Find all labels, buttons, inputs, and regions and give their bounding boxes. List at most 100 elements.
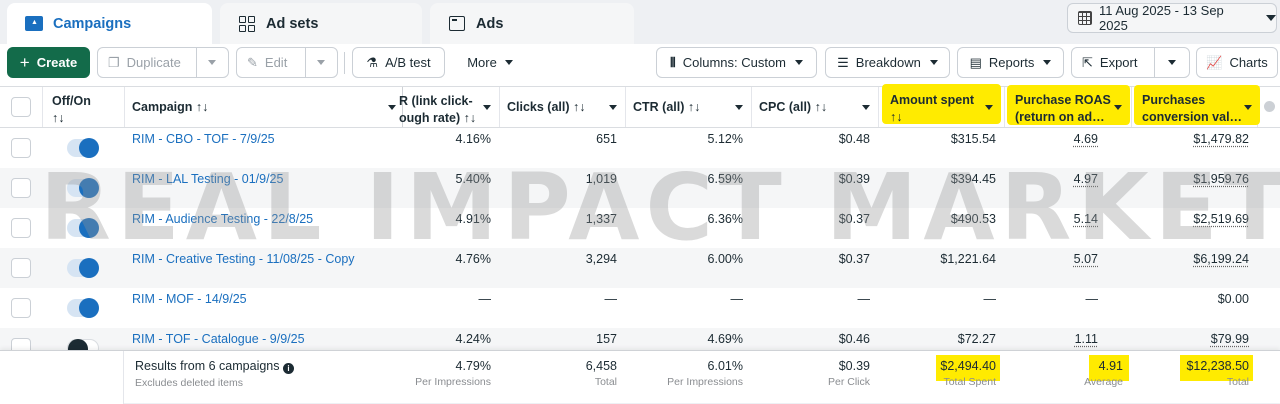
column-header-purchases-conversion-value[interactable]: Purchases conversion val… [1134,85,1260,125]
chevron-down-icon [929,60,938,65]
duplicate-button[interactable]: ❐ Duplicate [97,47,229,78]
create-button[interactable]: + Create [7,47,90,78]
column-menu-icon[interactable] [985,105,993,110]
ctr-link-value: 4.91% [455,212,491,226]
campaign-name-link[interactable]: RIM - Audience Testing - 22/8/25 [132,212,314,226]
row-checkbox[interactable] [11,178,31,198]
flask-icon: ⚗ [366,54,379,70]
campaign-name-link[interactable]: RIM - TOF - Catalogue - 9/9/25 [132,332,305,346]
amount-spent-value: $72.27 [957,332,996,346]
tab-label: Campaigns [53,15,132,32]
tab-campaigns[interactable]: Campaigns [7,3,212,44]
clicks-value: 1,337 [585,212,617,226]
campaign-name-link[interactable]: RIM - Creative Testing - 11/08/25 - Copy [132,252,355,266]
charts-button[interactable]: 📈 Charts [1196,47,1278,78]
table-row[interactable]: RIM - CBO - TOF - 7/9/25 4.16% 651 5.12%… [0,128,1280,168]
table-row[interactable]: RIM - TOF - Catalogue - 9/9/25 4.24% 157… [0,328,1280,350]
conversion-value[interactable]: $6,199.24 [1131,248,1257,288]
column-header-cpc[interactable]: CPC (all) ↑↓ [751,87,878,127]
clicks-value: 1,019 [585,172,617,186]
campaign-toggle[interactable] [67,298,99,318]
conversion-value[interactable]: $2,519.69 [1131,208,1257,248]
campaign-name-link[interactable]: RIM - CBO - TOF - 7/9/25 [132,132,275,146]
total-value: $0.39 [838,359,870,373]
conversion-value[interactable]: $1,959.76 [1131,168,1257,208]
total-label: Average [1084,376,1123,388]
column-menu-icon[interactable] [735,105,743,110]
table-row[interactable]: RIM - Creative Testing - 11/08/25 - Copy… [0,248,1280,288]
edit-dropdown-icon[interactable] [317,60,325,65]
chevron-down-icon [795,60,804,65]
column-header-campaign[interactable]: Campaign ↑↓ [124,87,402,127]
campaign-name-link[interactable]: RIM - MOF - 14/9/25 [132,292,247,306]
campaign-toggle[interactable] [67,138,99,158]
campaign-toggle[interactable] [67,218,99,238]
table-row[interactable]: RIM - MOF - 14/9/25 — — — — — — $0.00 [0,288,1280,328]
roas-value[interactable]: 1.11 [1004,328,1131,350]
campaign-toggle[interactable] [67,178,99,198]
duplicate-dropdown-icon[interactable] [208,60,216,65]
roas-text: 4.97 [1073,172,1098,186]
sort-icon: ↑↓ [195,100,209,114]
campaign-toggle[interactable] [67,339,99,350]
select-all-checkbox[interactable] [11,97,31,117]
more-label: More [467,55,497,70]
cpc-value: $0.37 [838,252,870,266]
tab-ad-sets[interactable]: Ad sets [220,3,422,44]
clicks-value: 651 [596,132,617,146]
info-icon[interactable]: i [283,363,294,374]
total-label: Total [1226,376,1249,388]
table-row[interactable]: RIM - LAL Testing - 01/9/25 5.40% 1,019 … [0,168,1280,208]
tab-ads[interactable]: Ads [430,3,634,44]
total-ctr-link: 4.79% Per Impressions [402,351,499,403]
conversion-value[interactable]: $1,479.82 [1131,128,1257,168]
row-checkbox[interactable] [11,138,31,158]
column-menu-icon[interactable] [609,105,617,110]
export-button[interactable]: ⇱ Export [1071,47,1190,78]
ab-test-button[interactable]: ⚗ A/B test [352,47,445,78]
breakdown-button[interactable]: ☰ Breakdown [825,47,950,78]
tab-label: Ad sets [266,15,319,32]
roas-value[interactable]: 4.69 [1004,128,1131,168]
column-menu-icon[interactable] [862,105,870,110]
adsets-grid-icon [238,15,256,32]
row-checkbox[interactable] [11,218,31,238]
add-column-icon[interactable] [1264,101,1275,112]
column-menu-icon[interactable] [388,105,396,110]
export-dropdown-icon[interactable] [1168,60,1176,65]
campaign-toggle[interactable] [67,258,99,278]
row-checkbox[interactable] [11,338,31,350]
results-summary-row: Results from 6 campaigns i Excludes dele… [0,350,1280,404]
column-menu-icon[interactable] [483,105,491,110]
roas-value[interactable]: 5.14 [1004,208,1131,248]
header-label: Campaign [132,100,193,114]
column-menu-icon[interactable] [1114,105,1122,110]
amount-spent-value: $394.45 [950,172,996,186]
cpc-value: — [857,292,871,306]
roas-text: 5.14 [1073,212,1098,226]
columns-button[interactable]: ⦀ Columns: Custom [656,47,817,78]
table-row[interactable]: RIM - Audience Testing - 22/8/25 4.91% 1… [0,208,1280,248]
conversion-value[interactable]: $79.99 [1131,328,1257,350]
column-header-clicks[interactable]: Clicks (all) ↑↓ [499,87,625,127]
column-header-amount-spent[interactable]: Amount spent ↑↓ [882,84,1001,124]
column-header-ctr[interactable]: CTR (all) ↑↓ [625,87,751,127]
plus-icon: + [19,52,30,72]
column-header-purchase-roas[interactable]: Purchase ROAS (return on ad… [1007,85,1130,125]
column-menu-icon[interactable] [1244,105,1252,110]
row-checkbox[interactable] [11,298,31,318]
row-checkbox[interactable] [11,258,31,278]
results-title: Results from 6 campaigns [135,359,280,373]
roas-value[interactable]: 5.07 [1004,248,1131,288]
ctr-value: 4.69% [707,332,743,346]
column-header-ctr-link[interactable]: R (link click- ough rate) ↑↓ [396,87,499,127]
date-range-picker[interactable]: 11 Aug 2025 - 13 Sep 2025 [1067,3,1277,33]
edit-button[interactable]: ✎ Edit [236,47,338,78]
reports-button[interactable]: ▤ Reports [957,47,1064,78]
ctr-link-value: 4.24% [455,332,491,346]
more-button[interactable]: More [455,47,525,78]
roas-value[interactable]: 4.97 [1004,168,1131,208]
column-header-offon[interactable]: Off/On ↑↓ [44,87,124,127]
campaign-name-link[interactable]: RIM - LAL Testing - 01/9/25 [132,172,284,186]
tab-bar: Campaigns Ad sets Ads 11 Aug 2025 - 13 S… [0,0,1280,44]
